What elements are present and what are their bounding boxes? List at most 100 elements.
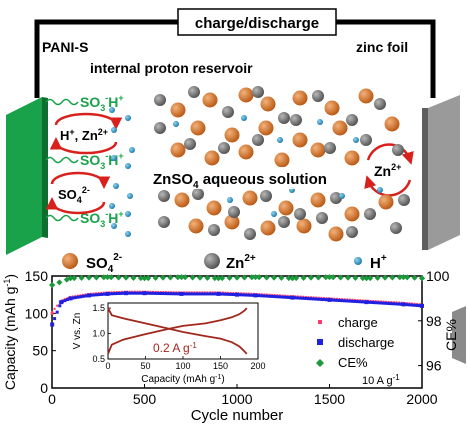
proton-ion: [317, 119, 323, 125]
discharge-point: [369, 300, 373, 304]
discharge-point: [382, 301, 386, 305]
discharge-point: [130, 291, 134, 295]
ce-data-point: [49, 281, 56, 288]
ce-point: [278, 274, 285, 281]
discharge-point: [182, 292, 186, 296]
ce-point: [56, 279, 63, 286]
proton-ion: [277, 137, 283, 143]
discharge-point: [325, 298, 329, 302]
sulfate-ion: [224, 127, 240, 143]
proton-ion: [241, 115, 247, 121]
discharge-point: [337, 298, 341, 302]
discharge-point: [205, 292, 209, 296]
discharge-point: [110, 292, 114, 296]
discharge-data-point: [142, 291, 147, 296]
sulfate-ion: [378, 194, 394, 210]
discharge-point: [257, 294, 261, 298]
discharge-point: [281, 295, 285, 299]
sulfate-ion: [310, 142, 326, 158]
inset-frame: [107, 302, 259, 360]
discharge-point: [55, 310, 59, 314]
discharge-point: [317, 297, 321, 301]
discharge-point: [249, 293, 253, 297]
ce-point: [293, 275, 300, 282]
discharge-point: [195, 292, 199, 296]
charge-label-box: [177, 8, 337, 36]
discharge-point: [58, 304, 62, 308]
legend-ce-label: CE%: [338, 355, 368, 370]
legend-discharge-label: discharge: [338, 335, 394, 350]
discharge-point: [73, 296, 77, 300]
discharge-point: [314, 297, 318, 301]
reservoir-label: internal proton reservoir: [90, 60, 253, 76]
x-tick-label: 2000: [406, 391, 437, 407]
zinc-ion: [188, 86, 200, 98]
ce-point: [86, 274, 92, 281]
discharge-point: [371, 301, 375, 305]
inset-y-tick-label: 0.5: [92, 354, 105, 364]
y2-tick-label: 96: [426, 358, 442, 374]
sulfate-ion: [296, 218, 312, 234]
inset-curve: [107, 307, 248, 355]
discharge-point: [332, 298, 336, 302]
ce-point: [345, 274, 351, 281]
discharge-point: [265, 294, 269, 298]
discharge-point: [330, 298, 334, 302]
svg-text:SO3-H+: SO3-H+: [80, 209, 124, 229]
discharge-point: [81, 294, 85, 298]
sulfate-ion: [292, 132, 308, 148]
discharge-point: [84, 294, 88, 298]
zinc-ion: [346, 226, 358, 238]
discharge-data-point: [364, 300, 369, 305]
discharge-point: [384, 301, 388, 305]
discharge-point: [350, 299, 354, 303]
discharge-point: [306, 297, 310, 301]
discharge-point: [301, 296, 305, 300]
discharge-data-point: [235, 292, 239, 297]
zinc-ion: [158, 216, 170, 228]
ce-data-point: [215, 275, 222, 282]
proton-ion: [125, 211, 131, 217]
sulfate-ion: [344, 206, 360, 222]
discharge-point: [286, 295, 290, 299]
discharge-point: [221, 292, 225, 296]
ce-point: [300, 274, 307, 281]
discharge-point: [242, 293, 246, 297]
schematic: charge/discharge PANI-S zinc foil intern…: [6, 8, 460, 255]
inset-x-tick-label: 200: [250, 361, 265, 371]
ce-data-point: [400, 274, 407, 281]
ce-point: [322, 274, 329, 281]
zinc-ion: [260, 190, 272, 202]
ce-point: [211, 275, 218, 282]
discharge-data-point: [179, 291, 184, 296]
sulfate-ion: [292, 90, 308, 106]
discharge-point: [229, 292, 233, 296]
legend-charge-label: charge: [338, 315, 378, 330]
discharge-point: [387, 301, 391, 305]
discharge-point: [356, 300, 360, 304]
inset-x-tick-label: 50: [140, 361, 150, 371]
discharge-point: [71, 296, 75, 300]
discharge-point: [148, 291, 152, 295]
sulfate-ion: [260, 96, 276, 112]
discharge-data-point: [401, 302, 406, 307]
ce-point: [248, 274, 255, 281]
ce-data-point: [289, 275, 296, 282]
sulfate-ion: [258, 120, 274, 136]
zinc-legend-icon: [204, 253, 220, 269]
sulfate-ion: [324, 100, 340, 116]
sulfonate-groups: [45, 98, 79, 222]
charge-discharge-label: charge/discharge: [195, 15, 319, 32]
discharge-point: [76, 295, 80, 299]
inset-x-tick-label: 0: [105, 361, 110, 371]
zinc-ion: [330, 192, 342, 204]
ce-point: [382, 274, 388, 281]
ce-point: [93, 274, 100, 281]
discharge-point: [262, 294, 266, 298]
zinc-ion: [222, 106, 234, 118]
discharge-point: [172, 292, 176, 296]
proton-ion: [227, 197, 233, 203]
proton-legend-icon: [354, 257, 362, 265]
